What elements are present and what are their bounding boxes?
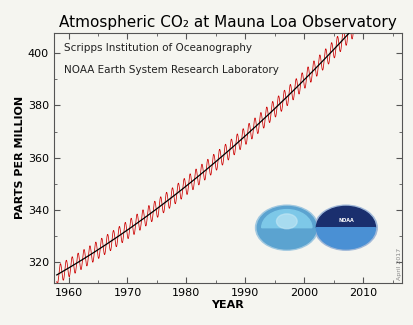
Y-axis label: PARTS PER MILLION: PARTS PER MILLION (15, 96, 25, 219)
Text: NOAA: NOAA (337, 218, 353, 223)
Circle shape (314, 205, 376, 250)
Circle shape (255, 205, 317, 250)
X-axis label: YEAR: YEAR (211, 300, 244, 310)
Title: Atmospheric CO₂ at Mauna Loa Observatory: Atmospheric CO₂ at Mauna Loa Observatory (59, 15, 396, 30)
Text: April 2017: April 2017 (396, 248, 401, 280)
Circle shape (256, 206, 316, 249)
Wedge shape (316, 206, 375, 228)
Text: Scripps Institution of Oceanography: Scripps Institution of Oceanography (64, 43, 252, 53)
Circle shape (276, 214, 297, 229)
Wedge shape (261, 210, 311, 228)
Text: NOAA Earth System Research Laboratory: NOAA Earth System Research Laboratory (64, 65, 278, 75)
Wedge shape (316, 228, 375, 249)
